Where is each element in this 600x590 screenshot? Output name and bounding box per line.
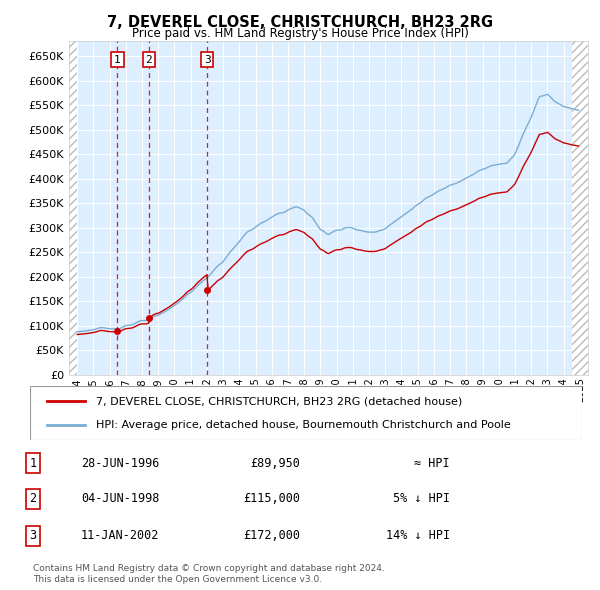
Text: 2: 2	[145, 55, 152, 65]
Bar	[572, 41, 588, 375]
Text: ≈ HPI: ≈ HPI	[415, 457, 450, 470]
Text: 1: 1	[29, 457, 37, 470]
Text: 28-JUN-1996: 28-JUN-1996	[81, 457, 160, 470]
Text: Contains HM Land Registry data © Crown copyright and database right 2024.: Contains HM Land Registry data © Crown c…	[33, 565, 385, 573]
Text: This data is licensed under the Open Government Licence v3.0.: This data is licensed under the Open Gov…	[33, 575, 322, 584]
Text: 3: 3	[204, 55, 211, 65]
Text: 1: 1	[114, 55, 121, 65]
Text: 04-JUN-1998: 04-JUN-1998	[81, 492, 160, 505]
Text: 7, DEVEREL CLOSE, CHRISTCHURCH, BH23 2RG: 7, DEVEREL CLOSE, CHRISTCHURCH, BH23 2RG	[107, 15, 493, 30]
Text: 3: 3	[29, 529, 37, 542]
Text: £115,000: £115,000	[243, 492, 300, 505]
Text: HPI: Average price, detached house, Bournemouth Christchurch and Poole: HPI: Average price, detached house, Bour…	[96, 419, 511, 430]
Text: 7, DEVEREL CLOSE, CHRISTCHURCH, BH23 2RG (detached house): 7, DEVEREL CLOSE, CHRISTCHURCH, BH23 2RG…	[96, 396, 463, 407]
Text: 5% ↓ HPI: 5% ↓ HPI	[393, 492, 450, 505]
Bar	[69, 41, 77, 375]
Text: Price paid vs. HM Land Registry's House Price Index (HPI): Price paid vs. HM Land Registry's House …	[131, 27, 469, 40]
Text: 11-JAN-2002: 11-JAN-2002	[81, 529, 160, 542]
Text: £172,000: £172,000	[243, 529, 300, 542]
Text: 14% ↓ HPI: 14% ↓ HPI	[386, 529, 450, 542]
FancyBboxPatch shape	[30, 386, 582, 440]
Text: £89,950: £89,950	[250, 457, 300, 470]
Text: 2: 2	[29, 492, 37, 505]
